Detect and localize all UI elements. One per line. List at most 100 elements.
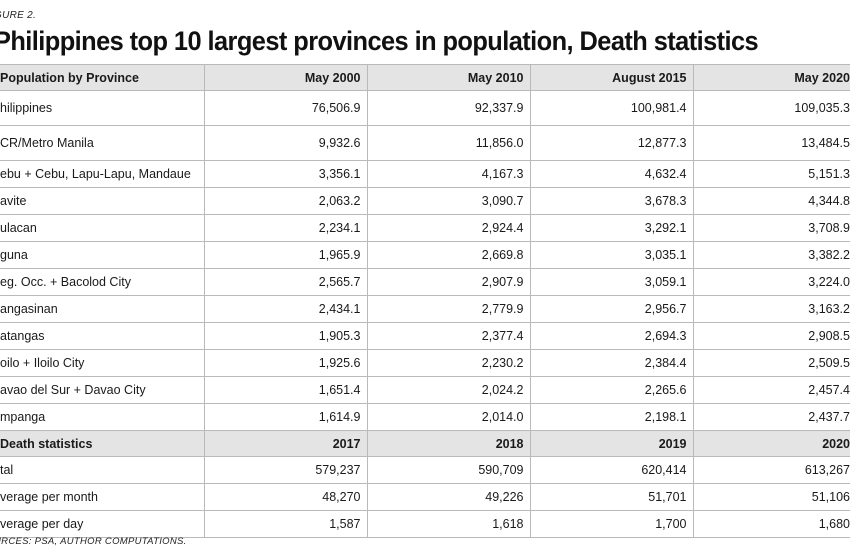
section-header-label: Death statistics bbox=[0, 430, 204, 457]
table-cell: 3,708.9 bbox=[692, 214, 850, 242]
figure-label: GURE 2. bbox=[0, 10, 37, 21]
figure-title: Philippines top 10 largest provinces in … bbox=[0, 26, 759, 56]
death-section-header-row: Death statistics 2017 2018 2019 2020 bbox=[0, 430, 850, 457]
column-header: May 2020 bbox=[692, 64, 850, 91]
table-cell: 2,014.0 bbox=[366, 403, 530, 431]
table-cell: 4,632.4 bbox=[529, 160, 693, 188]
table-cell: 3,382.2 bbox=[692, 241, 850, 269]
table-cell: 2,779.9 bbox=[366, 295, 530, 323]
row-label: verage per month bbox=[0, 483, 204, 511]
source-note: URCES: PSA, AUTHOR COMPUTATIONS. bbox=[0, 536, 187, 547]
column-header: May 2010 bbox=[366, 64, 530, 91]
column-header: 2020 bbox=[692, 430, 850, 457]
table-cell: 100,981.4 bbox=[529, 90, 693, 126]
table-cell: 2,024.2 bbox=[366, 376, 530, 404]
table-cell: 2,694.3 bbox=[529, 322, 693, 350]
table-row: ulacan 2,234.1 2,924.4 3,292.1 3,708.9 bbox=[0, 214, 850, 242]
table-cell: 2,230.2 bbox=[366, 349, 530, 377]
table-cell: 92,337.9 bbox=[366, 90, 530, 126]
row-label: eg. Occ. + Bacolod City bbox=[0, 268, 204, 296]
table-row: avao del Sur + Davao City 1,651.4 2,024.2 2… bbox=[0, 376, 850, 404]
row-label: oilo + Iloilo City bbox=[0, 349, 204, 377]
table-cell: 1,965.9 bbox=[203, 241, 367, 269]
table-row: ebu + Cebu, Lapu-Lapu, Mandaue 3,356.1 4,1… bbox=[0, 160, 850, 188]
population-section-header-row: Population by Province May 2000 May 2010 Au… bbox=[0, 64, 850, 91]
row-label: angasinan bbox=[0, 295, 204, 323]
table-cell: 2,437.7 bbox=[692, 403, 850, 431]
table-cell: 12,877.3 bbox=[529, 125, 693, 161]
table-cell: 4,344.8 bbox=[692, 187, 850, 215]
table-cell: 1,680 bbox=[692, 510, 850, 538]
table-cell: 2,234.1 bbox=[203, 214, 367, 242]
table-cell: 620,414 bbox=[529, 456, 693, 484]
column-header: 2017 bbox=[203, 430, 367, 457]
table-cell: 2,956.7 bbox=[529, 295, 693, 323]
table-cell: 3,090.7 bbox=[366, 187, 530, 215]
table-cell: 3,292.1 bbox=[529, 214, 693, 242]
table-row: mpanga 1,614.9 2,014.0 2,198.1 2,437.7 bbox=[0, 403, 850, 431]
table-cell: 49,226 bbox=[366, 483, 530, 511]
table-row: CR/Metro Manila 9,932.6 11,856.0 12,877.3 13… bbox=[0, 125, 850, 161]
statistics-table: Population by Province May 2000 May 2010 Au… bbox=[0, 64, 850, 538]
table-cell: 2,509.5 bbox=[692, 349, 850, 377]
table-cell: 9,932.6 bbox=[203, 125, 367, 161]
table-cell: 590,709 bbox=[366, 456, 530, 484]
row-label: guna bbox=[0, 241, 204, 269]
row-label: verage per day bbox=[0, 510, 204, 538]
table-cell: 2,457.4 bbox=[692, 376, 850, 404]
column-header: August 2015 bbox=[529, 64, 693, 91]
table-cell: 2,377.4 bbox=[366, 322, 530, 350]
statistics-table-body: Population by Province May 2000 May 2010 Au… bbox=[0, 64, 850, 538]
table-cell: 3,035.1 bbox=[529, 241, 693, 269]
row-label: avao del Sur + Davao City bbox=[0, 376, 204, 404]
table-cell: 3,678.3 bbox=[529, 187, 693, 215]
table-row: oilo + Iloilo City 1,925.6 2,230.2 2,384.4 2… bbox=[0, 349, 850, 377]
table-cell: 51,701 bbox=[529, 483, 693, 511]
table-cell: 48,270 bbox=[203, 483, 367, 511]
table-cell: 3,163.2 bbox=[692, 295, 850, 323]
row-label: ulacan bbox=[0, 214, 204, 242]
table-cell: 2,907.9 bbox=[366, 268, 530, 296]
table-row: angasinan 2,434.1 2,779.9 2,956.7 3,163.2 bbox=[0, 295, 850, 323]
table-cell: 2,924.4 bbox=[366, 214, 530, 242]
table-cell: 4,167.3 bbox=[366, 160, 530, 188]
table-cell: 2,198.1 bbox=[529, 403, 693, 431]
table-cell: 51,106 bbox=[692, 483, 850, 511]
table-row: avite 2,063.2 3,090.7 3,678.3 4,344.8 bbox=[0, 187, 850, 215]
row-label: hilippines bbox=[0, 90, 204, 126]
column-header: 2019 bbox=[529, 430, 693, 457]
table-cell: 2,669.8 bbox=[366, 241, 530, 269]
table-row: atangas 1,905.3 2,377.4 2,694.3 2,908.5 bbox=[0, 322, 850, 350]
table-cell: 1,587 bbox=[203, 510, 367, 538]
table-cell: 579,237 bbox=[203, 456, 367, 484]
table-cell: 2,565.7 bbox=[203, 268, 367, 296]
row-label: CR/Metro Manila bbox=[0, 125, 204, 161]
table-cell: 5,151.3 bbox=[692, 160, 850, 188]
table-cell: 1,925.6 bbox=[203, 349, 367, 377]
table-cell: 11,856.0 bbox=[366, 125, 530, 161]
table-cell: 1,905.3 bbox=[203, 322, 367, 350]
table-cell: 613,267 bbox=[692, 456, 850, 484]
table-cell: 1,700 bbox=[529, 510, 693, 538]
table-cell: 2,384.4 bbox=[529, 349, 693, 377]
table-cell: 1,614.9 bbox=[203, 403, 367, 431]
table-cell: 2,434.1 bbox=[203, 295, 367, 323]
table-cell: 3,059.1 bbox=[529, 268, 693, 296]
table-row: hilippines 76,506.9 92,337.9 100,981.4 109,0… bbox=[0, 90, 850, 126]
table-cell: 2,265.6 bbox=[529, 376, 693, 404]
table-cell: 2,908.5 bbox=[692, 322, 850, 350]
column-header: May 2000 bbox=[203, 64, 367, 91]
row-label: tal bbox=[0, 456, 204, 484]
table-row: tal 579,237 590,709 620,414 613,267 bbox=[0, 456, 850, 484]
column-header: 2018 bbox=[366, 430, 530, 457]
section-header-label: Population by Province bbox=[0, 64, 204, 91]
table-cell: 13,484.5 bbox=[692, 125, 850, 161]
row-label: atangas bbox=[0, 322, 204, 350]
table-cell: 76,506.9 bbox=[203, 90, 367, 126]
row-label: avite bbox=[0, 187, 204, 215]
table-cell: 3,356.1 bbox=[203, 160, 367, 188]
table-row: verage per day 1,587 1,618 1,700 1,680 bbox=[0, 510, 850, 538]
row-label: ebu + Cebu, Lapu-Lapu, Mandaue bbox=[0, 160, 204, 188]
table-row: guna 1,965.9 2,669.8 3,035.1 3,382.2 bbox=[0, 241, 850, 269]
